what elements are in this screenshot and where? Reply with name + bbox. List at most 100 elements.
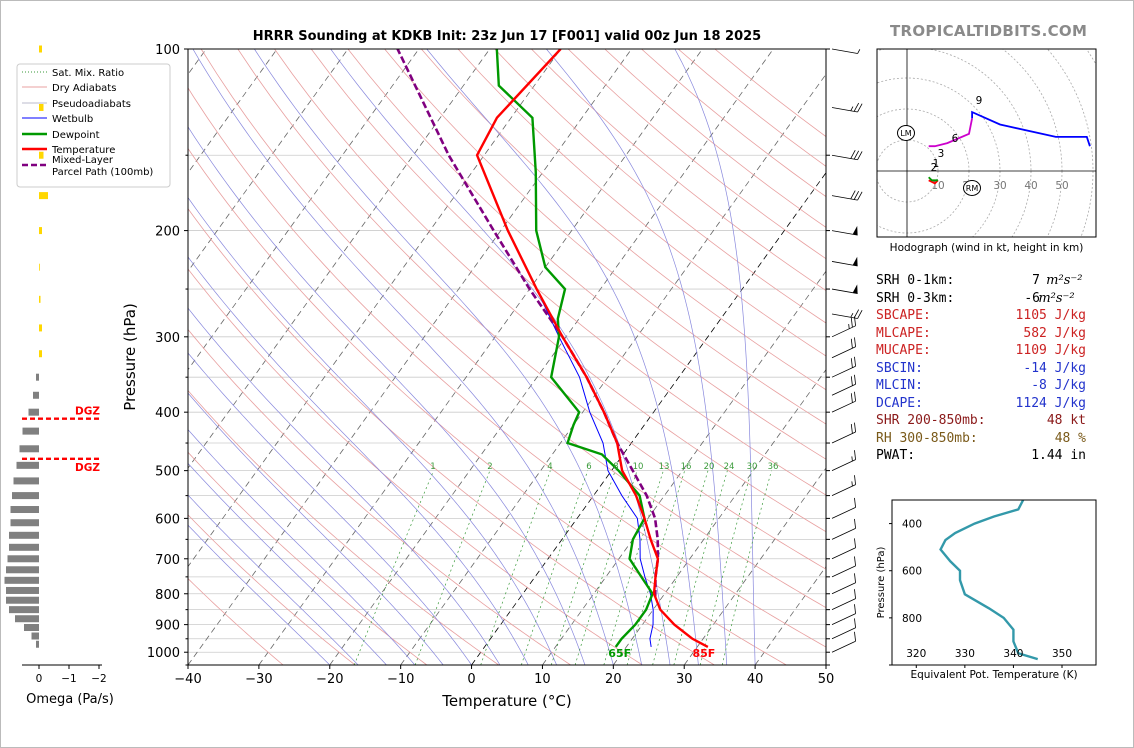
wind-barb-shaft	[831, 309, 863, 319]
isotherm	[188, 49, 561, 568]
stat-label: MUCAPE:	[876, 343, 931, 358]
mixing-ratio-label: 1	[430, 462, 435, 472]
wind-barb-shaft	[831, 256, 858, 267]
isotherm	[258, 49, 703, 665]
barb-staff	[831, 288, 858, 294]
omega-bar	[39, 192, 48, 200]
wind-barb	[831, 256, 858, 267]
hodograph-segment	[928, 179, 939, 185]
x-tick-label: 30	[676, 672, 693, 687]
stat-value: 7 m²s⁻²	[1032, 272, 1082, 290]
wind-barb-shaft	[831, 149, 863, 161]
omega-bar	[4, 576, 39, 584]
barb-full	[850, 190, 856, 200]
isotherm	[329, 49, 774, 665]
y-tick-label: 300	[155, 331, 180, 346]
dry-adiabat	[274, 49, 826, 533]
barb-staff	[831, 484, 856, 496]
stat-value: 1124 J/kg	[1015, 395, 1086, 411]
hodograph-height-label: 9	[976, 95, 983, 107]
mixing-ratio-label: 2	[487, 462, 492, 472]
barb-full	[854, 604, 856, 614]
isotherm	[400, 73, 826, 665]
mixing-ratio-label: 4	[547, 462, 552, 472]
stat-value: -6 m²s⁻²	[1024, 290, 1074, 308]
dry-adiabat	[188, 147, 787, 665]
barb-half	[857, 49, 861, 54]
pseudoadiabat	[188, 256, 529, 665]
legend-label: Sat. Mix. Ratio	[52, 68, 124, 79]
wind-barb	[831, 374, 856, 396]
theta-e-x-tick-label: 350	[1052, 648, 1072, 660]
wind-barb	[831, 573, 856, 595]
dewpoint-line	[495, 49, 654, 648]
stat-label: SRH 0-3km:	[876, 290, 955, 306]
dry-adiabat	[310, 49, 826, 496]
omega-bar	[39, 295, 41, 303]
barb-full	[854, 518, 856, 529]
wind-barb-shaft	[831, 618, 856, 640]
barb-staff	[831, 582, 856, 595]
legend-label: Temperature	[51, 145, 115, 156]
isotherm	[188, 49, 632, 665]
wind-barb-shaft	[831, 475, 856, 496]
legend-label: Pseudoadiabats	[52, 99, 131, 110]
x-tick-label: −30	[245, 672, 272, 687]
isotherm	[188, 49, 491, 469]
chart-title: HRRR Sounding at KDKB Init: 23z Jun 17 […	[253, 29, 761, 44]
wind-barb-shaft	[831, 190, 863, 201]
pseudoadiabat	[188, 494, 359, 665]
dry-adiabat	[188, 389, 499, 665]
omega-bar	[39, 227, 42, 235]
barb-full	[857, 191, 863, 201]
mixing-ratio-label: 30	[747, 462, 758, 472]
stat-row: SBCAPE: 1105 J/kg	[876, 307, 1096, 325]
barb-staff	[831, 261, 858, 267]
isotherm	[188, 49, 278, 174]
stat-row: SRH 0-3km: -6 m²s⁻²	[876, 290, 1096, 308]
pseudoadiabat	[188, 196, 557, 665]
pseudoadiabat	[188, 392, 444, 665]
brand-watermark: TROPICALTIDBITS.COM	[890, 22, 1088, 40]
wind-barb	[831, 556, 856, 578]
barb-full	[857, 103, 863, 113]
barb-flag	[852, 256, 858, 266]
barb-full	[854, 374, 856, 385]
dry-adiabat	[494, 49, 826, 324]
stat-row: SBCIN: -14 J/kg	[876, 360, 1096, 378]
stat-value: 48 kt	[1046, 413, 1086, 428]
dgz-label: DGZ	[75, 462, 100, 474]
omega-bar	[33, 391, 39, 399]
hodograph-panel: 102030405012369LMRMHodograph (wind in kt…	[876, 48, 1097, 254]
y-axis-label: Pressure (hPa)	[121, 303, 139, 411]
wind-barb	[831, 604, 856, 625]
y-tick-label: 600	[155, 512, 180, 527]
barb-staff	[831, 48, 858, 54]
wind-barb-shaft	[831, 450, 856, 471]
wind-barb-shaft	[831, 589, 856, 611]
barb-full	[854, 422, 856, 433]
dry-adiabat	[384, 49, 826, 425]
barb-staff	[831, 598, 856, 611]
omega-bar	[36, 373, 39, 381]
omega-panel: 0 −1 −2 Omega (Pa/s)	[4, 45, 114, 707]
legend-label: Wetbulb	[52, 114, 93, 125]
hodograph-ring-label: 40	[1024, 180, 1037, 192]
pseudoadiabat	[674, 49, 756, 665]
dry-adiabat	[188, 87, 826, 648]
storm-motion-marker	[963, 180, 981, 196]
mixing-ratio-label: 20	[704, 462, 715, 472]
barb-staff	[831, 313, 858, 319]
wind-barb-shaft	[831, 337, 856, 359]
mixing-ratio-line	[550, 470, 616, 665]
y-tick-label: 200	[155, 225, 180, 240]
legend: Sat. Mix. Ratio Dry Adiabats Pseudoadiabat…	[16, 63, 171, 188]
pseudoadiabat	[426, 49, 699, 665]
barb-half	[850, 312, 854, 318]
stat-value-number: 7	[1032, 273, 1040, 288]
x-tick-label: 20	[605, 672, 622, 687]
x-tick-label: 50	[818, 672, 835, 687]
dry-adiabat	[421, 49, 826, 391]
omega-bar	[16, 461, 39, 469]
